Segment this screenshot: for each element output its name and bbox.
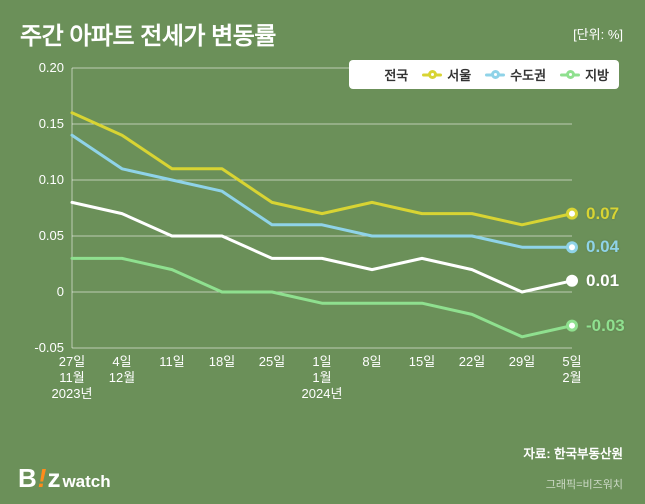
- svg-text:4일: 4일: [112, 354, 131, 369]
- series-end-value-seoul: 0.07: [586, 204, 619, 224]
- chart-area: -0.05 0 0.05 0.10 0.15 0.20 27일11월2023년 4일12월 1…: [20, 58, 625, 418]
- svg-text:29일: 29일: [509, 354, 535, 369]
- svg-text:18일: 18일: [209, 354, 235, 369]
- logo-word: watch: [62, 472, 110, 492]
- svg-text:12월: 12월: [109, 370, 135, 385]
- svg-text:5일: 5일: [562, 354, 581, 369]
- svg-text:0.10: 0.10: [39, 172, 64, 187]
- credit-label: 그래픽=비즈워치: [546, 476, 623, 492]
- logo-letter: z: [47, 463, 60, 494]
- svg-text:-0.05: -0.05: [34, 340, 64, 355]
- svg-text:2024년: 2024년: [302, 386, 343, 401]
- series-end-value-metro: 0.04: [586, 237, 619, 257]
- svg-text:0.15: 0.15: [39, 116, 64, 131]
- svg-text:8일: 8일: [362, 354, 381, 369]
- bizwatch-logo: B!zwatch: [18, 463, 111, 494]
- svg-text:1일: 1일: [312, 354, 331, 369]
- svg-text:27일: 27일: [59, 354, 85, 369]
- series-end-value-national: 0.01: [586, 271, 619, 291]
- svg-text:11일: 11일: [159, 354, 184, 369]
- svg-text:25일: 25일: [259, 354, 285, 369]
- svg-text:0.20: 0.20: [39, 60, 64, 75]
- series-end-value-regional: -0.03: [586, 316, 625, 336]
- svg-text:15일: 15일: [409, 354, 435, 369]
- unit-label: [단위: %]: [573, 24, 623, 43]
- svg-text:0.05: 0.05: [39, 228, 64, 243]
- svg-text:22일: 22일: [459, 354, 485, 369]
- svg-text:2월: 2월: [562, 370, 581, 385]
- svg-text:0: 0: [57, 284, 64, 299]
- svg-text:1월: 1월: [312, 370, 331, 385]
- source-label: 자료: 한국부동산원: [523, 443, 623, 462]
- logo-letter: B: [18, 463, 37, 494]
- svg-text:2023년: 2023년: [52, 386, 93, 401]
- line-chart: -0.05 0 0.05 0.10 0.15 0.20 27일11월2023년 4일12월 1…: [20, 58, 625, 418]
- svg-text:11월: 11월: [59, 370, 84, 385]
- logo-exclaim-icon: !: [38, 463, 47, 494]
- chart-title: 주간 아파트 전세가 변동률: [20, 16, 276, 51]
